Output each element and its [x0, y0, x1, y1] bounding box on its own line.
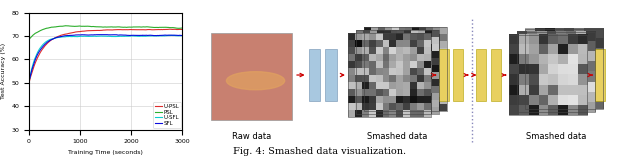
SFL: [52, 37, 60, 39]
Line: SFL: SFL: [29, 35, 182, 82]
U-SFL: [175, 35, 183, 37]
SFL: [175, 34, 183, 36]
PSL: [179, 27, 186, 29]
U-SFL: [25, 82, 33, 84]
U-PSL: [159, 29, 166, 30]
PSL: [159, 26, 167, 28]
Y-axis label: Test Accuracy (%): Test Accuracy (%): [1, 43, 6, 99]
Line: PSL: PSL: [29, 26, 182, 40]
U-PSL: [179, 28, 186, 30]
SFL: [42, 42, 50, 44]
Bar: [491, 49, 500, 101]
SFL: [90, 34, 98, 36]
Bar: [453, 49, 463, 101]
X-axis label: Training Time (seconds): Training Time (seconds): [68, 150, 143, 155]
U-PSL: [42, 43, 50, 45]
Text: Smashed data: Smashed data: [367, 132, 428, 141]
Bar: [356, 30, 439, 114]
U-PSL: [90, 30, 98, 31]
PSL: [62, 25, 70, 27]
SFL: [159, 34, 167, 36]
Line: U-SFL: U-SFL: [29, 35, 182, 83]
SFL: [84, 34, 92, 36]
Line: U-PSL: U-PSL: [29, 29, 182, 84]
PSL: [84, 25, 92, 27]
Bar: [595, 49, 605, 101]
SFL: [101, 34, 109, 36]
U-PSL: [52, 37, 60, 39]
Bar: [309, 49, 320, 101]
Text: Fig. 4: Smashed data visualization.: Fig. 4: Smashed data visualization.: [234, 147, 406, 156]
SFL: [25, 81, 33, 83]
U-PSL: [166, 28, 173, 30]
Text: Raw data: Raw data: [232, 132, 271, 141]
Text: Smashed data: Smashed data: [525, 132, 586, 141]
PSL: [52, 26, 60, 28]
Bar: [509, 35, 587, 115]
PSL: [42, 27, 50, 29]
PSL: [91, 26, 99, 28]
Circle shape: [227, 72, 285, 90]
U-SFL: [179, 35, 186, 36]
U-SFL: [159, 35, 166, 37]
PSL: [25, 39, 33, 41]
Bar: [516, 32, 595, 112]
Bar: [525, 29, 604, 109]
Legend: U-PSL, PSL, U-SFL, SFL: U-PSL, PSL, U-SFL, SFL: [153, 101, 181, 128]
Bar: [348, 33, 431, 117]
Bar: [476, 49, 486, 101]
SFL: [179, 35, 186, 36]
U-PSL: [84, 30, 92, 32]
U-SFL: [90, 35, 98, 37]
Bar: [439, 49, 449, 101]
Bar: [326, 49, 337, 101]
U-SFL: [52, 37, 60, 39]
Bar: [211, 33, 292, 119]
U-PSL: [175, 28, 183, 30]
U-SFL: [42, 41, 50, 43]
U-PSL: [25, 83, 33, 85]
U-SFL: [84, 35, 92, 37]
PSL: [175, 27, 183, 29]
U-SFL: [168, 34, 175, 36]
Bar: [364, 27, 447, 111]
